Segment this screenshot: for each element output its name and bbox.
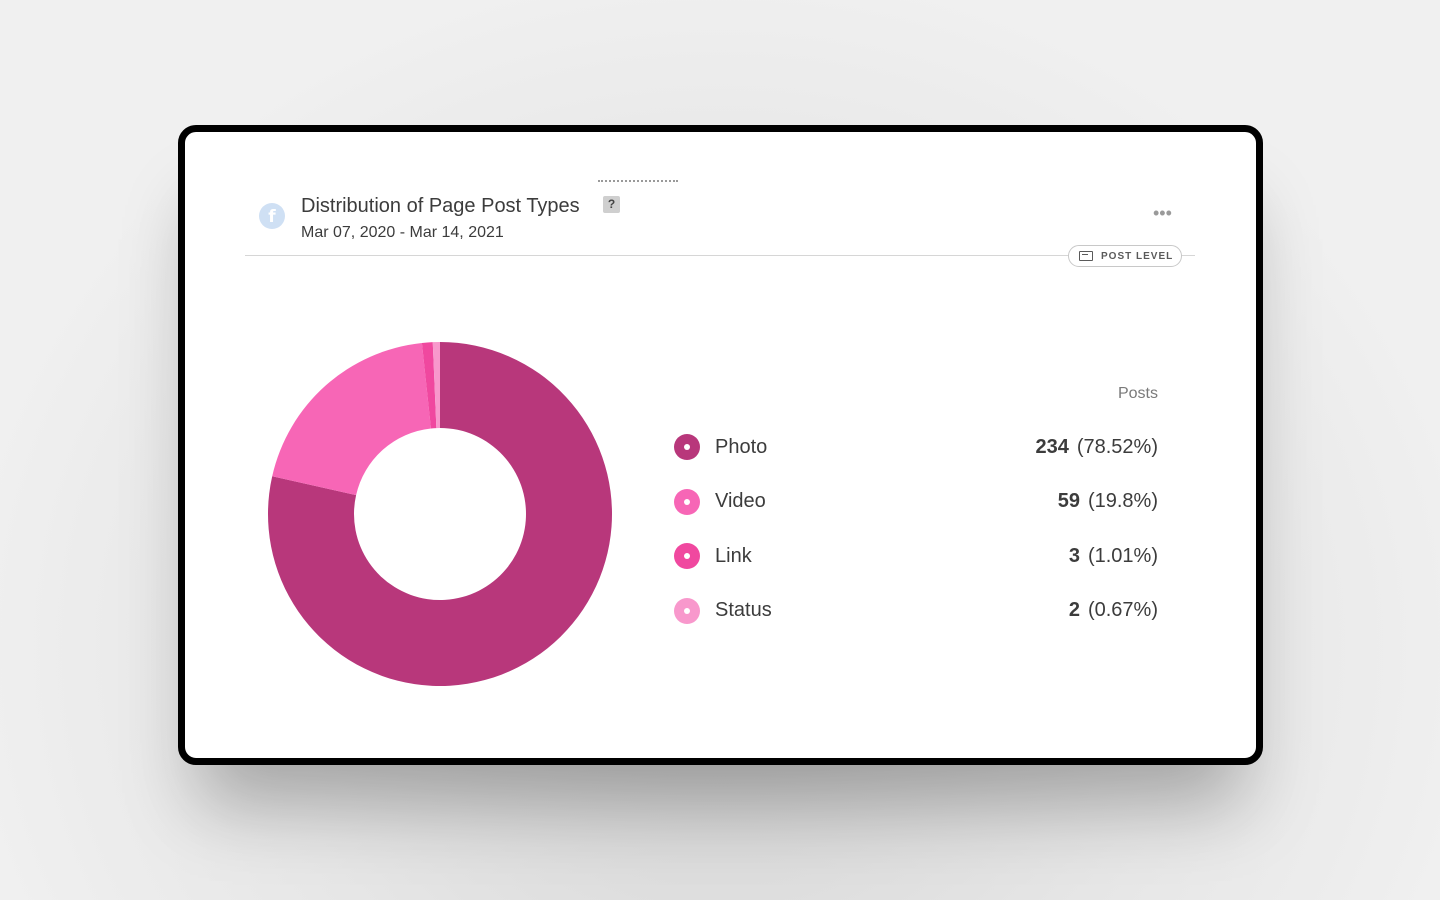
legend-count: 3 bbox=[1068, 544, 1080, 567]
card-title: Distribution of Page Post Types bbox=[301, 195, 580, 217]
drag-handle[interactable] bbox=[598, 180, 678, 182]
post-level-badge[interactable]: POST LEVEL bbox=[1068, 245, 1183, 267]
legend-label: Photo bbox=[715, 435, 768, 458]
legend-label: Status bbox=[715, 599, 772, 622]
legend-item-status[interactable]: Status 2 (0.67%) bbox=[674, 584, 1158, 639]
legend-value: 2 (0.67%) bbox=[1069, 599, 1158, 622]
chart-card: f Distribution of Page Post Types ? Mar … bbox=[178, 125, 1263, 765]
header-divider bbox=[245, 255, 1195, 256]
legend-label: Video bbox=[715, 490, 766, 513]
legend-percent: (1.01%) bbox=[1087, 544, 1158, 567]
donut-slice-status[interactable] bbox=[432, 342, 440, 429]
post-level-label: POST LEVEL bbox=[1101, 250, 1174, 262]
legend-percent: (78.52%) bbox=[1076, 435, 1158, 458]
legend-dot-video bbox=[674, 488, 700, 515]
legend-dot-photo bbox=[674, 434, 700, 461]
more-options-button[interactable]: ••• bbox=[1153, 203, 1172, 223]
legend-value: 59 (19.8%) bbox=[1058, 490, 1158, 513]
donut-slice-photo[interactable] bbox=[268, 342, 612, 686]
legend-item-photo[interactable]: Photo 234 (78.52%) bbox=[674, 420, 1158, 475]
donut-slice-video[interactable] bbox=[272, 342, 431, 496]
legend-count: 2 bbox=[1068, 599, 1080, 622]
legend: Photo 234 (78.52%) Video 59 (19.8%) Link 3… bbox=[674, 420, 1158, 638]
date-range: Mar 07, 2020 - Mar 14, 2021 bbox=[301, 224, 504, 241]
legend-percent: (0.67%) bbox=[1087, 599, 1158, 622]
donut-slice-link[interactable] bbox=[421, 342, 437, 429]
question-mark-icon[interactable]: ? bbox=[603, 196, 620, 213]
legend-dot-status bbox=[674, 597, 700, 624]
facebook-icon: f bbox=[259, 203, 285, 229]
legend-item-link[interactable]: Link 3 (1.01%) bbox=[674, 529, 1158, 584]
donut-chart bbox=[268, 342, 612, 686]
legend-count: 59 bbox=[1057, 490, 1080, 513]
legend-count: 234 bbox=[1035, 435, 1069, 458]
legend-value: 3 (1.01%) bbox=[1069, 545, 1158, 568]
legend-dot-link bbox=[674, 543, 700, 570]
legend-label: Link bbox=[715, 544, 752, 567]
legend-item-video[interactable]: Video 59 (19.8%) bbox=[674, 475, 1158, 530]
layout-card-icon bbox=[1079, 251, 1093, 261]
legend-percent: (19.8%) bbox=[1087, 490, 1158, 513]
legend-header: Posts bbox=[1117, 385, 1158, 402]
legend-value: 234 (78.52%) bbox=[1035, 436, 1158, 459]
